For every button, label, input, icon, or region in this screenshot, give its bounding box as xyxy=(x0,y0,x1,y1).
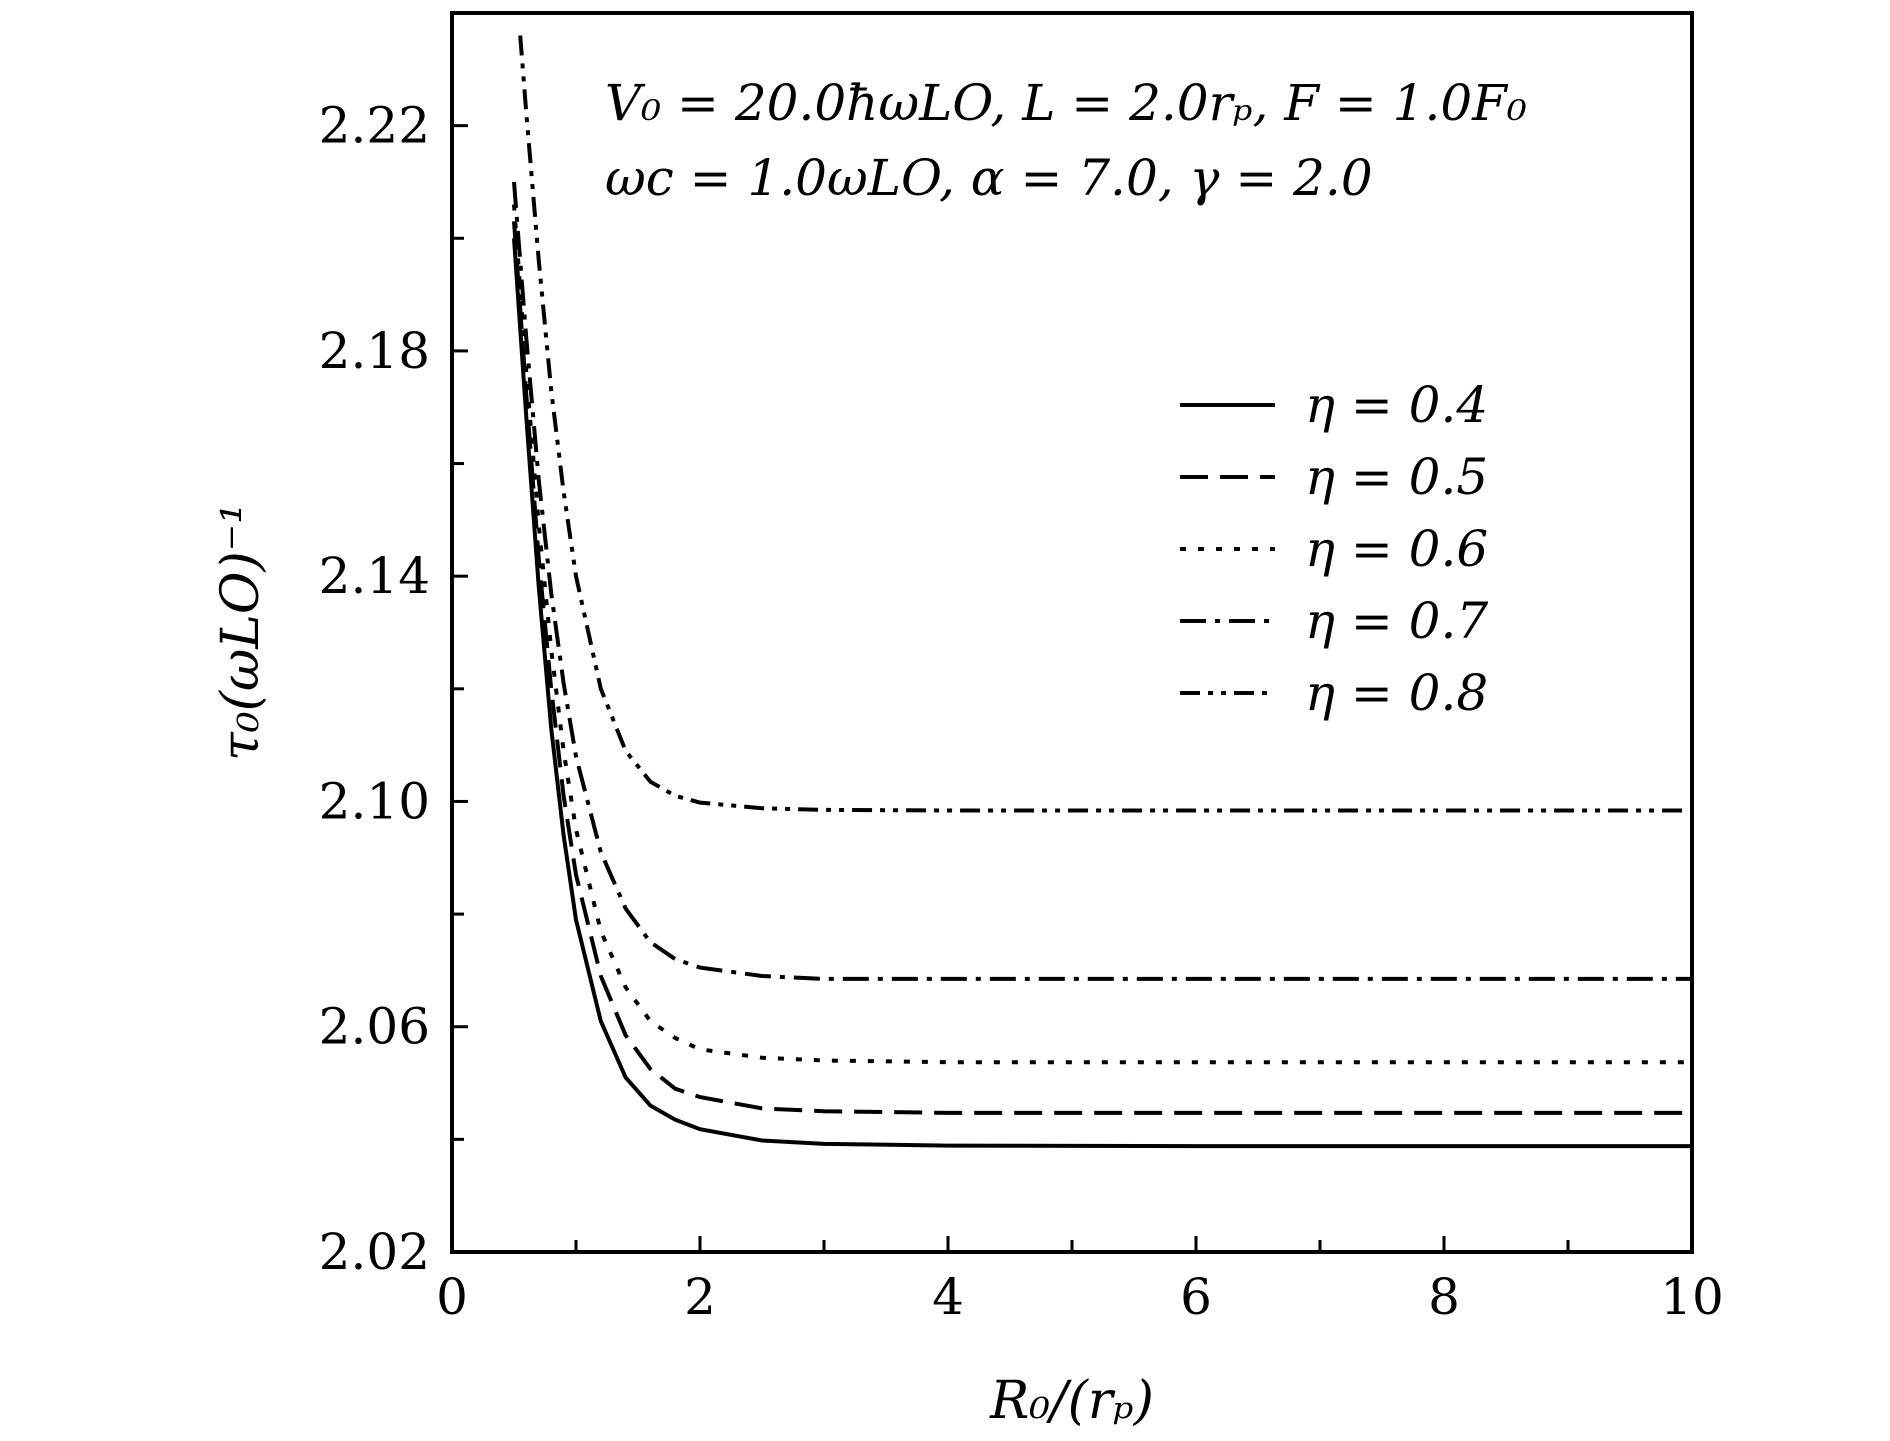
annotation-line-1: V₀ = 20.0ħωLO, L = 2.0rₚ, F = 1.0F₀ xyxy=(605,74,1527,132)
legend: η = 0.4 η = 0.5 η = 0.6 η = 0.7 η = 0.8 xyxy=(1180,376,1488,722)
y-tick-label: 2.14 xyxy=(319,547,430,605)
legend-label-2: η = 0.5 xyxy=(1305,448,1488,506)
series-line-1 xyxy=(512,238,1692,1149)
series-line-5 xyxy=(518,35,1692,813)
annotation-line-2: ωc = 1.0ωLO, α = 7.0, γ = 2.0 xyxy=(605,149,1373,207)
y-tick-label: 2.10 xyxy=(319,772,430,830)
y-tick-label: 2.22 xyxy=(319,97,430,155)
legend-label-1: η = 0.4 xyxy=(1305,376,1488,434)
y-axis-label: τ₀(ωLO)⁻¹ xyxy=(211,503,271,761)
x-tick-label: 6 xyxy=(1180,1268,1212,1326)
legend-label-5: η = 0.8 xyxy=(1305,664,1488,722)
series-line-3 xyxy=(512,204,1692,1065)
y-tick-label: 2.06 xyxy=(319,998,430,1056)
y-tick-label: 2.18 xyxy=(319,322,430,380)
series-line-2 xyxy=(512,221,1692,1115)
plot-lines xyxy=(512,35,1692,1149)
x-axis-ticks: 0 2 4 6 8 10 xyxy=(436,1236,1724,1326)
y-axis-ticks: 2.02 2.06 2.10 2.14 2.18 2.22 xyxy=(319,11,468,1281)
x-tick-label: 2 xyxy=(684,1268,716,1326)
legend-label-3: η = 0.6 xyxy=(1305,520,1488,578)
x-tick-label: 8 xyxy=(1428,1268,1460,1326)
x-tick-label: 4 xyxy=(932,1268,964,1326)
legend-label-4: η = 0.7 xyxy=(1305,592,1488,650)
x-tick-label: 10 xyxy=(1660,1268,1724,1326)
x-axis-label: R₀/(rₚ) xyxy=(989,1371,1154,1431)
x-tick-label: 0 xyxy=(436,1268,468,1326)
y-tick-label: 2.02 xyxy=(319,1223,430,1281)
